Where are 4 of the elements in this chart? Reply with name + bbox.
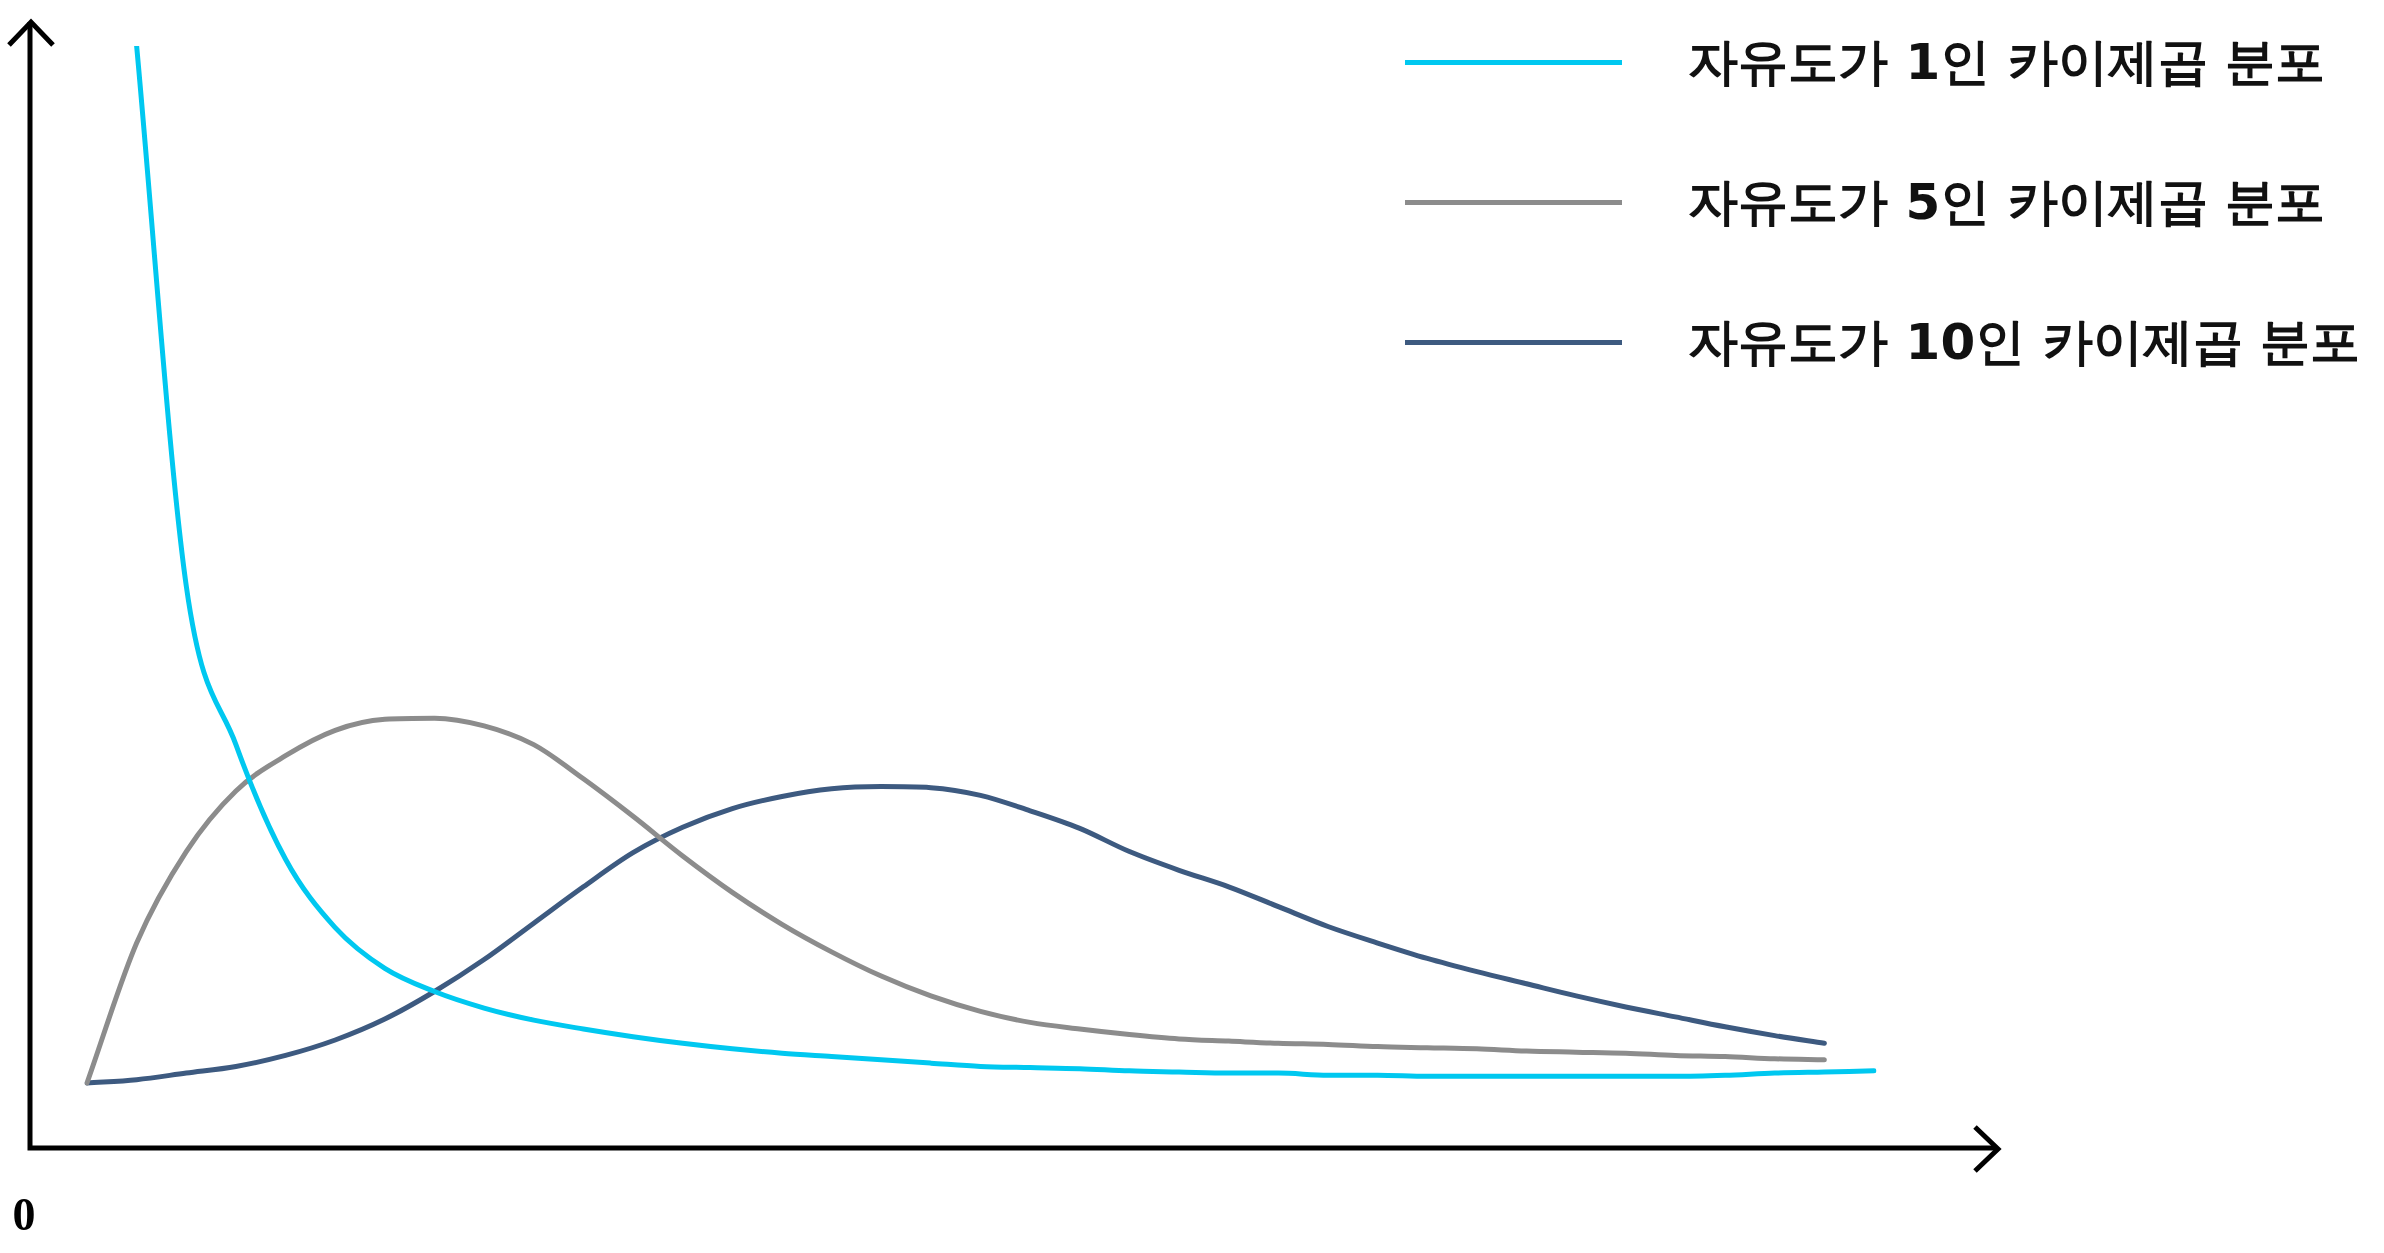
text: 0	[12, 1188, 36, 1240]
legend-label: 자유도가 1인 카이제곱 분포	[1688, 31, 2326, 93]
legend-label: 자유도가 5인 카이제곱 분포	[1688, 171, 2326, 233]
legend-label: 자유도가 10인 카이제곱 분포	[1688, 311, 2360, 373]
